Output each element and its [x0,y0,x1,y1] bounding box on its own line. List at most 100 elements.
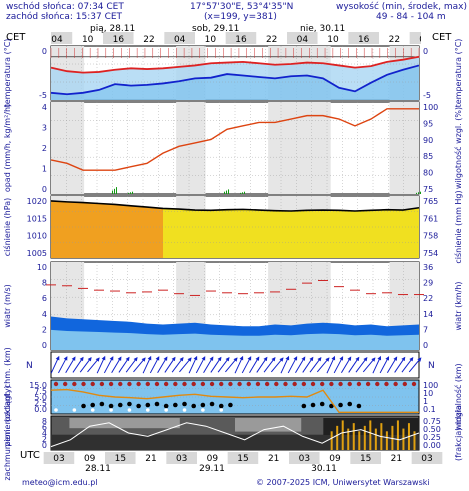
visibility-dot-high [283,381,288,387]
timezone-left: CET [6,32,26,43]
wind-arrow-head [309,356,314,362]
wind-arrow-head [63,356,68,361]
pressure-area [163,207,419,258]
visibility-dot-high [228,381,233,387]
cloud-tick-left: 2 [42,435,47,444]
top-hour-label: 04 [51,35,63,45]
top-hour-cell [256,32,287,44]
bottom-hour-label: 09 [329,454,341,464]
wind-arrow-head [393,356,398,361]
wind-arrow-shaft [188,356,198,374]
wind-arrow [118,356,130,373]
fog-bar [374,428,377,450]
wind-arrow-head [255,356,260,361]
wind-tick-left: 10 [37,263,47,272]
wind-arrow-head [317,357,322,362]
wind-arrow [111,356,122,373]
wind-arrow-shaft [372,356,381,374]
pressure-tick-right: 754 [423,249,438,258]
visibility-tick-right: 100 [423,381,438,390]
temperature-label-left: temperatura (°C) [3,39,12,108]
precip-bar [420,191,421,194]
wind-arrow [234,355,244,374]
wind-arrow-head [371,357,376,362]
bottom-hour-label: 03 [421,454,432,464]
wind-tick-left: 8 [42,279,47,288]
wind-arrow-head [209,356,214,361]
fog-bar [396,420,399,450]
visibility-label-left: pion. rozciągł. chm. (km) [3,347,12,447]
visibility-tick-right: 1 [423,397,428,406]
cloud-base-dot [310,402,316,408]
cloud-base-dot-white [201,408,205,412]
precip-panel-night-band [51,102,85,194]
cloud-base-dot [200,402,206,408]
precip-bar [130,192,131,194]
wind-arrow [309,357,322,373]
wind-arrow [142,355,152,374]
pressure-tick-right: 758 [423,232,438,241]
wind-arrow-shaft [326,356,336,374]
wind-arrow-shaft [118,357,130,373]
bottom-hour-cell [350,452,381,464]
wind-arrow-head [171,356,176,362]
cloud-tick-left: 4 [42,429,47,438]
height-label: wysokość (min, środek, max) [336,2,467,12]
cloud-high-layer [69,418,180,429]
visibility-dot-high [136,381,141,387]
cloud-base-dot [301,403,307,409]
copyright-text: © 2007-2025 ICM, Uniwersytet Warszawski [256,478,430,487]
wind-arrow-shaft [72,357,84,373]
wind-arrow [125,357,138,373]
bottom-hour-cell [319,452,351,464]
cloud-base-dot-white [145,408,150,412]
top-hour-cell [225,32,257,44]
sunrise-text: wschód słońca: 07:34 CET [6,2,124,12]
cloud-base-dot [356,403,362,409]
wind-arrow [133,357,146,373]
visibility-dot-high [255,381,261,387]
precip-label-left: opad (mm/h, kg/m²/h) [3,104,12,192]
wind-tick-left: 6 [42,294,47,303]
visibility-dot-high [81,381,86,387]
visibility-dot-high [292,381,297,387]
contact-email[interactable]: meteo@icm.edu.pl [22,478,98,487]
cloud-base-dot [163,403,169,409]
top-hour-cell [164,32,195,44]
compass-right: N [428,361,435,371]
bottom-date-label: 30.11 [311,464,337,474]
temp-tick-left: 0 [42,47,47,56]
wind-arrow [355,357,368,373]
bottom-hour-label: 21 [268,454,279,464]
wind-arrow-shaft [133,357,146,373]
bottom-hour-cell [258,452,289,464]
precip-bar [132,191,133,194]
visibility-dot-high [163,381,169,387]
visibility-dot-high [402,381,408,387]
bottom-hour-cell [74,452,105,464]
fog-bar [330,431,333,450]
wind-arrow [408,357,422,373]
precip-bar [226,190,227,194]
precip-bar [114,188,115,194]
wind-arrow [386,356,398,373]
pressure-tick-right: 765 [423,197,438,206]
top-hour-cell [133,32,165,44]
wind-arrow-shaft [125,357,138,373]
top-hour-cell [51,32,73,44]
wind-arrow-head [247,356,252,361]
top-hour-label: 22 [389,35,400,45]
pressure-tick-left: 1005 [27,249,47,258]
visibility-tick-left: 15.0 [29,381,47,390]
wind-arrow-head [377,355,382,361]
wind-arrow [195,356,206,374]
cloud-low-layer [51,434,419,450]
wind-arrow-shaft [316,357,330,373]
precip-label-right: wilgotność wzgl. (%) [453,107,463,189]
bottom-hour-label: 03 [53,454,64,464]
wind-arrow [287,356,298,374]
temperature-label-right: temperatura (°C) [454,39,463,108]
wind-arrow [96,355,106,374]
fog-bar [347,428,350,450]
wind-tick-left: 0 [42,341,47,350]
